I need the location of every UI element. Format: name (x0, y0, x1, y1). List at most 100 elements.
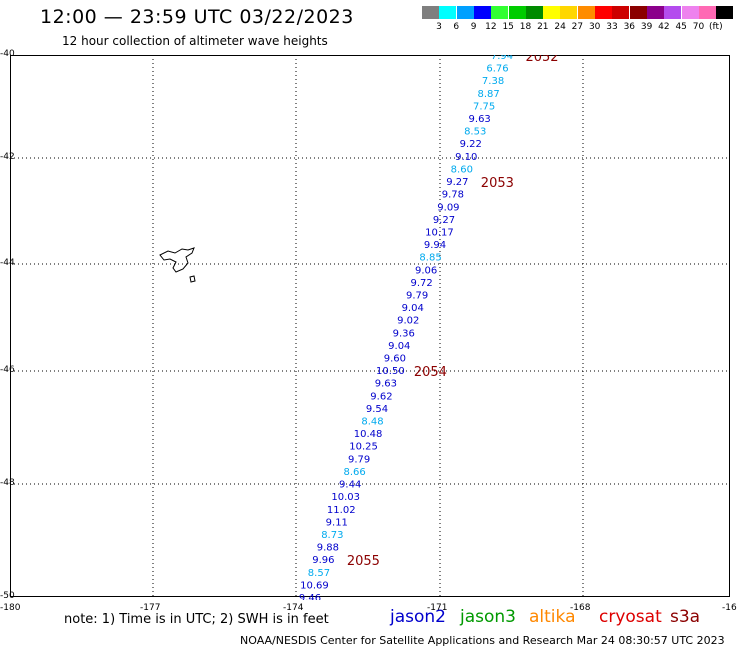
color-swatch (681, 6, 699, 19)
wave-height-label: 9.44 (339, 480, 361, 491)
time-label: 2055 (347, 554, 380, 569)
color-swatch (508, 6, 526, 19)
color-scale-label: (ft) (709, 22, 723, 32)
page-subtitle: 12 hour collection of altimeter wave hei… (62, 34, 328, 48)
longitude-label: -180 (0, 603, 21, 613)
color-scale-label: 18 (519, 22, 532, 32)
color-swatch (525, 6, 543, 19)
legend-jason3: jason3 (460, 607, 516, 627)
latitude-label: -42 (0, 152, 15, 162)
longitude-label: -171 (427, 603, 448, 613)
color-swatch (646, 6, 664, 19)
wave-height-label: 8.53 (464, 127, 486, 138)
latitude-label: -44 (0, 258, 15, 268)
color-swatch (560, 6, 578, 19)
map-gridlines (10, 55, 730, 597)
wave-height-label: 10.50 (376, 366, 405, 377)
color-swatch (612, 6, 630, 19)
wave-height-label: 9.09 (437, 202, 459, 213)
wave-height-label: 9.88 (317, 543, 339, 554)
wave-height-label: 10.17 (425, 227, 454, 238)
latitude-label: -48 (0, 478, 15, 488)
color-scale-label: 12 (485, 22, 497, 32)
color-swatch (422, 6, 439, 19)
color-scale-label: 3 (436, 22, 442, 32)
wave-height-label: 9.27 (433, 215, 455, 226)
wave-height-label: 9.94 (424, 240, 446, 251)
color-scale-label: 42 (658, 22, 670, 32)
color-scale-label: 21 (537, 22, 549, 32)
color-scale-label: 6 (453, 22, 460, 32)
color-swatch (473, 6, 491, 19)
wave-height-label: 9.02 (397, 316, 419, 327)
color-swatch (629, 6, 647, 19)
color-swatch (698, 6, 716, 19)
wave-height-label: 9.62 (370, 391, 392, 402)
color-swatch (543, 6, 561, 19)
color-scale-label: 30 (588, 22, 601, 32)
wave-height-label: 8.66 (344, 467, 366, 478)
units-note: note: 1) Time is in UTC; 2) SWH is in fe… (64, 612, 329, 627)
wave-height-label: 9.96 (312, 555, 334, 566)
wave-height-label: 7.38 (482, 76, 504, 87)
color-swatch (595, 6, 612, 19)
latitude-label: -50 (0, 591, 15, 601)
legend-altika: altika (529, 607, 576, 627)
longitude-label: -177 (140, 603, 161, 613)
color-swatch (577, 6, 595, 19)
wave-height-label: 9.04 (402, 303, 424, 314)
latitude-label: -40 (0, 49, 15, 59)
wave-height-label: 6.76 (486, 64, 508, 75)
longitude-label: -16 (722, 603, 737, 613)
chatham-islands-outline (159, 247, 196, 283)
color-scale-label: 39 (640, 22, 653, 32)
map-plot: 7.94 6.767.38 8.877.75 9.63 8.539.22 9.108.60… (10, 55, 730, 600)
wave-height-label: 7.94 (491, 55, 513, 62)
wave-height-label: 9.46 (299, 593, 321, 600)
wave-height-label: 9.72 (410, 278, 432, 289)
satellite-track: 7.94 6.767.38 8.877.75 9.63 8.539.22 9.108.60… (299, 55, 559, 600)
wave-height-label: 8.87 (477, 89, 499, 100)
wave-height-label: 9.11 (326, 517, 348, 528)
wave-height-label: 10.03 (331, 492, 360, 503)
color-scale-label: 27 (571, 22, 584, 32)
wave-height-label: 10.69 (300, 580, 329, 591)
legend-s3a: s3a (670, 607, 701, 627)
wave-height-label: 9.63 (375, 379, 397, 390)
time-label: 2053 (481, 176, 514, 191)
wave-height-label: 8.73 (321, 530, 343, 541)
wave-height-label: 9.79 (348, 454, 370, 465)
wave-height-label: 11.02 (327, 505, 356, 516)
color-swatch (456, 6, 474, 19)
wave-height-label: 9.78 (442, 190, 464, 201)
wave-height-label: 9.06 (415, 265, 437, 276)
wave-height-label: 9.54 (366, 404, 388, 415)
legend-jason2: jason2 (390, 607, 446, 627)
color-scale-label: 24 (554, 22, 566, 32)
wave-height-label: 9.22 (460, 139, 482, 150)
frame-border (10, 55, 730, 597)
time-label: 2054 (414, 365, 447, 380)
color-scale-label: 36 (623, 22, 636, 32)
color-scale-label: 33 (606, 22, 618, 32)
color-swatch (439, 6, 457, 19)
longitude-label: -168 (570, 603, 591, 613)
color-swatch (491, 6, 509, 19)
color-scale-label: 9 (470, 22, 477, 32)
wave-height-label: 9.04 (388, 341, 410, 352)
color-swatch (664, 6, 682, 19)
legend-cryosat: cryosat (599, 607, 662, 627)
wave-height-label: 9.63 (469, 114, 491, 125)
wave-height-label: 9.10 (455, 152, 477, 163)
wave-height-label: 8.57 (308, 568, 330, 579)
color-scale-label: 45 (675, 22, 687, 32)
longitude-label: -174 (283, 603, 304, 613)
page-title: 12:00 — 23:59 UTC 03/22/2023 (40, 6, 354, 28)
time-label: 2052 (525, 55, 558, 65)
color-scale-label: 15 (502, 22, 514, 32)
wave-height-label: 8.85 (419, 253, 441, 264)
wave-height-label: 10.48 (354, 429, 383, 440)
island-main (159, 247, 195, 273)
wave-height-label: 8.48 (361, 417, 383, 428)
latitude-label: -46 (0, 365, 15, 375)
